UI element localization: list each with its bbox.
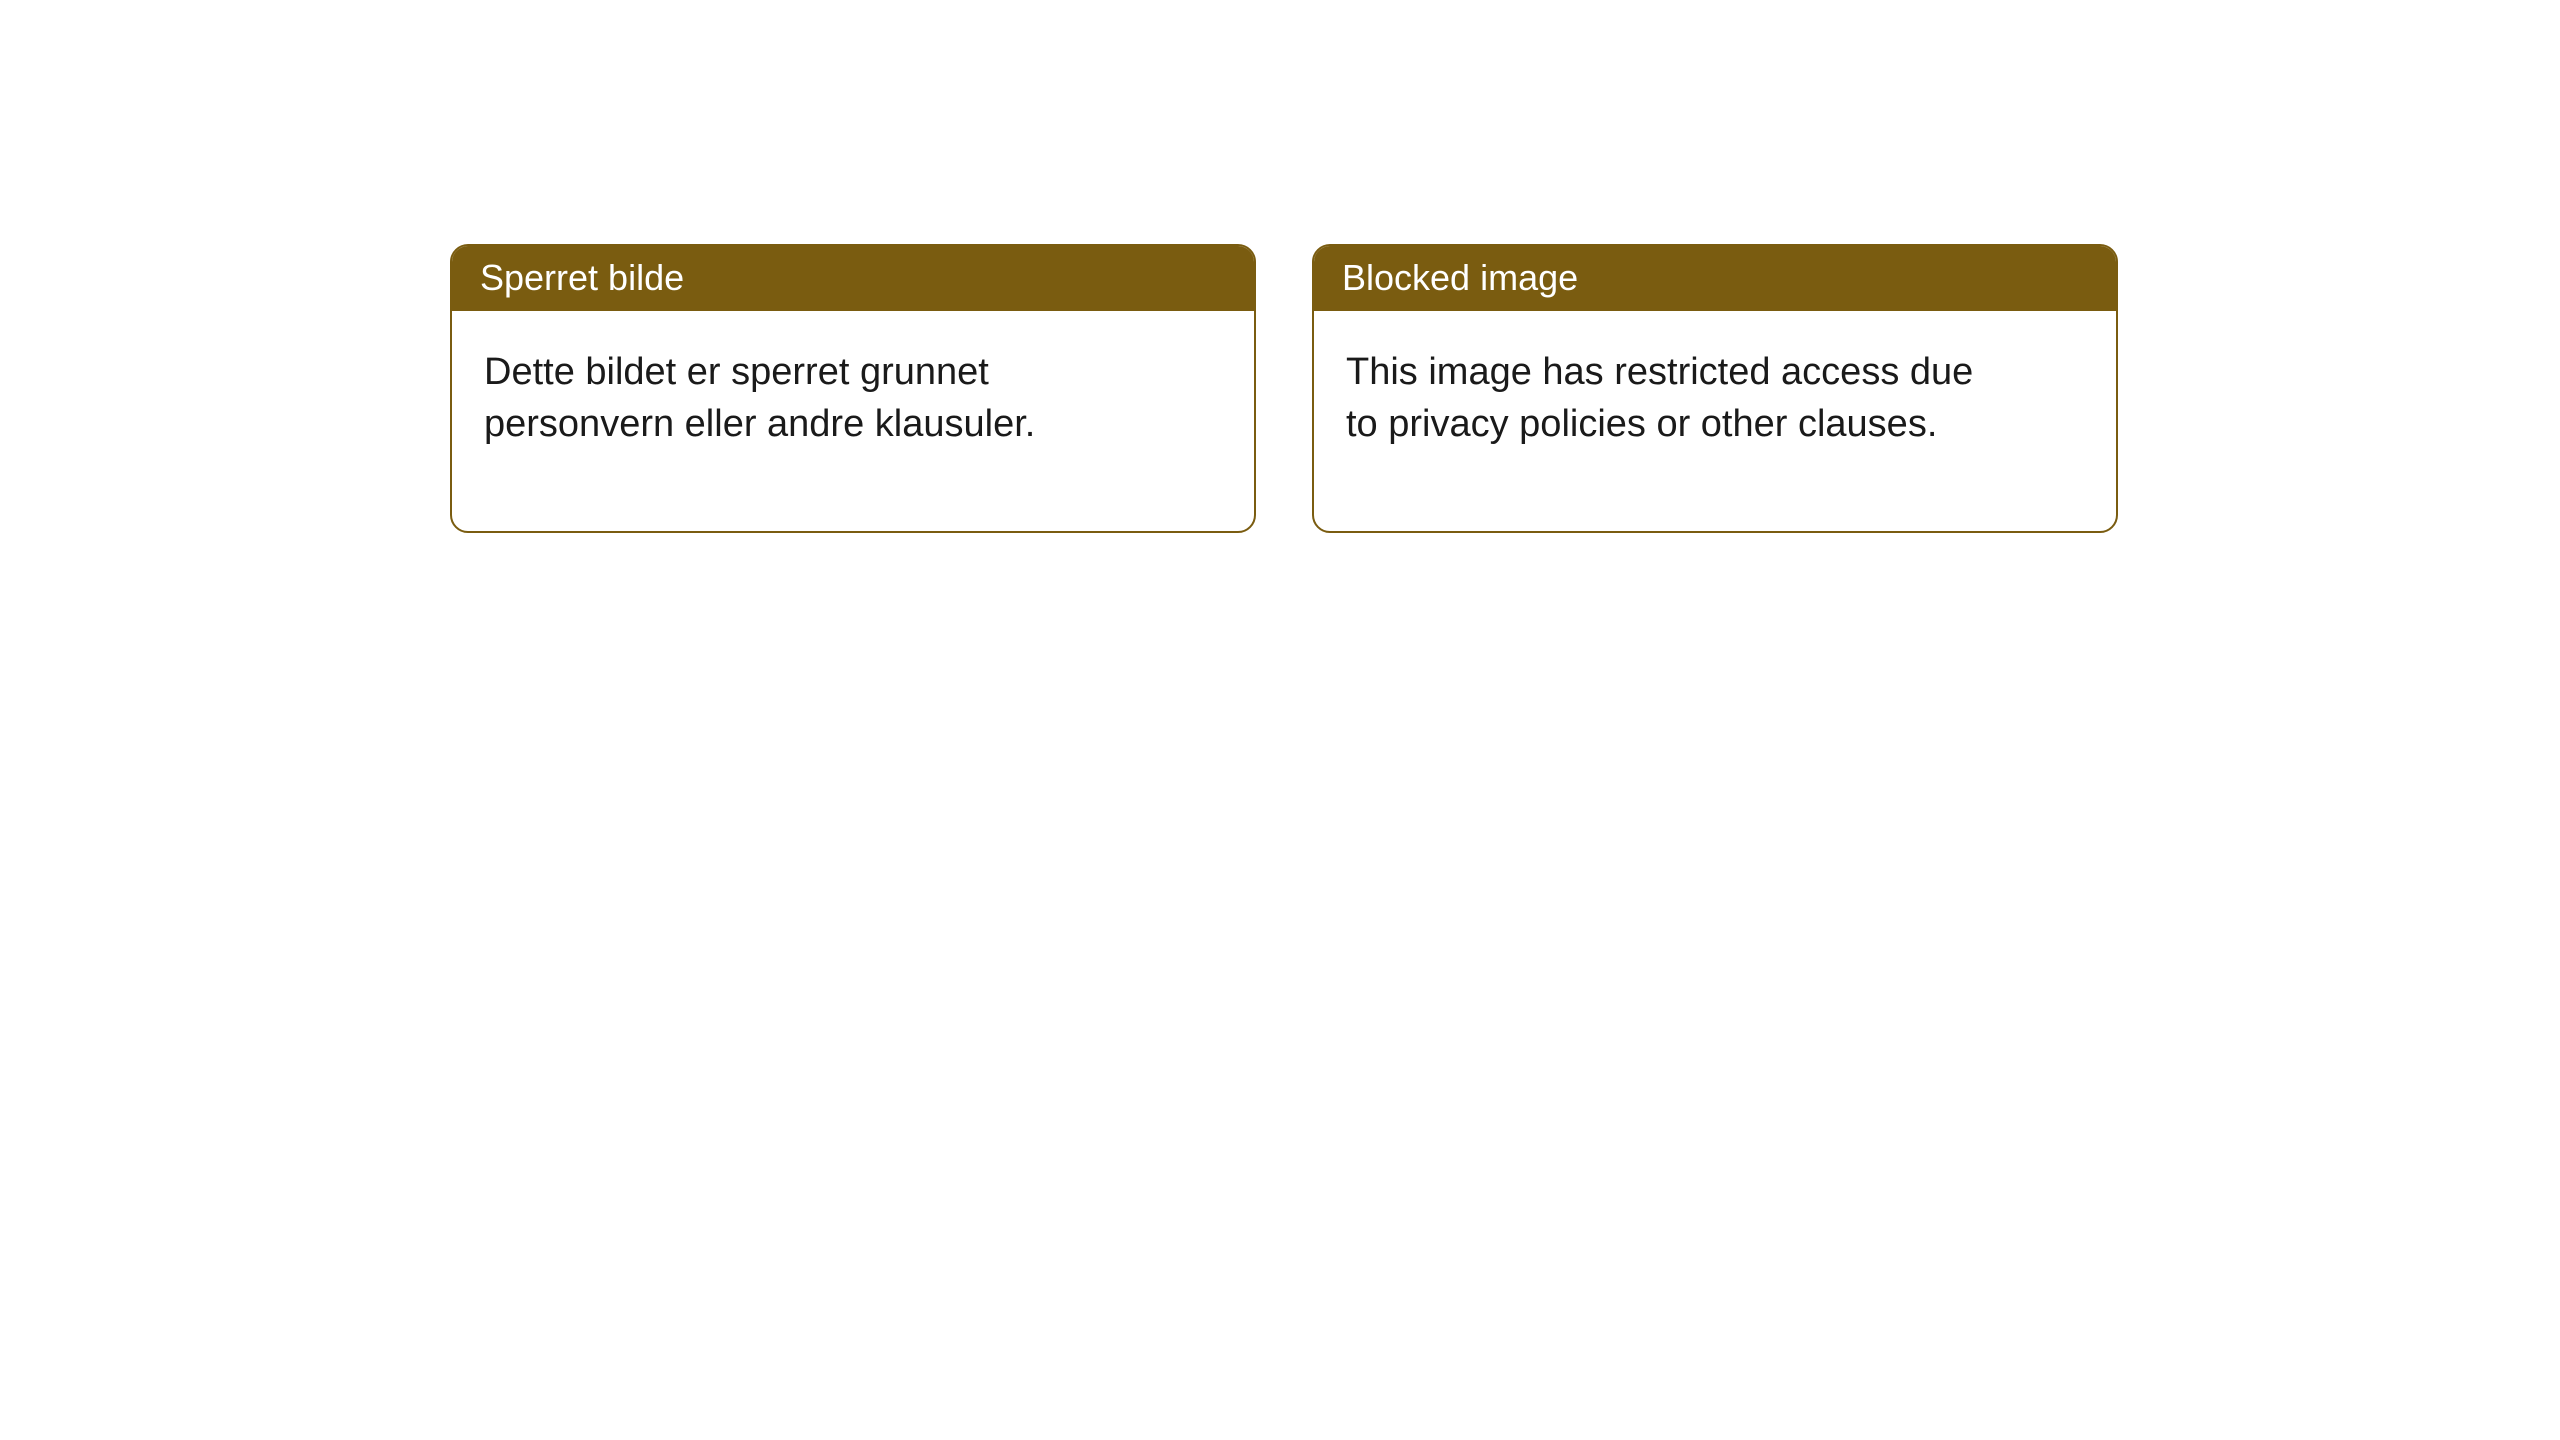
notice-container: Sperret bilde Dette bildet er sperret gr… <box>0 0 2560 533</box>
notice-card-norwegian: Sperret bilde Dette bildet er sperret gr… <box>450 244 1256 533</box>
notice-body: Dette bildet er sperret grunnet personve… <box>452 311 1172 530</box>
notice-header: Blocked image <box>1314 246 2116 311</box>
notice-card-english: Blocked image This image has restricted … <box>1312 244 2118 533</box>
notice-header: Sperret bilde <box>452 246 1254 311</box>
notice-body: This image has restricted access due to … <box>1314 311 2034 530</box>
